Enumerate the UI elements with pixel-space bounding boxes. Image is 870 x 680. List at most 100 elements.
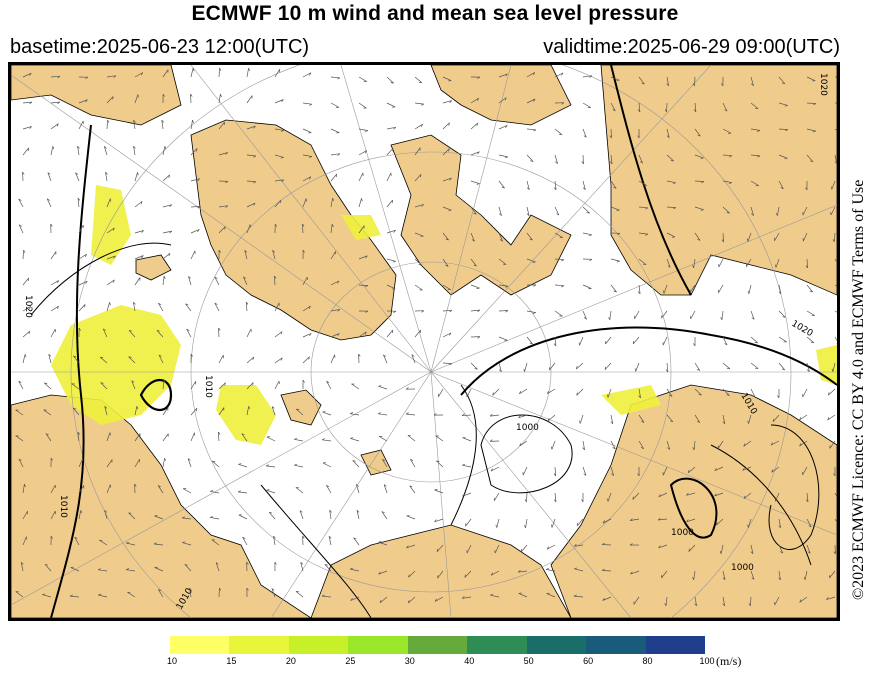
wind-arrow-head xyxy=(209,516,214,518)
wind-arrow-head xyxy=(245,301,249,305)
wind-arrow-head xyxy=(48,354,52,357)
wind-arrow xyxy=(462,492,472,497)
wind-arrow-head xyxy=(421,204,424,207)
wind-arrow xyxy=(358,225,365,234)
wind-arrow-head xyxy=(607,394,609,398)
wind-arrow xyxy=(71,383,80,390)
wind-arrow xyxy=(326,381,332,390)
wind-arrow-head xyxy=(532,261,536,263)
wind-arrow xyxy=(50,305,59,312)
wind-arrow-head xyxy=(477,76,481,79)
wind-arrow xyxy=(635,362,640,372)
land-layer xyxy=(11,65,837,618)
wind-arrow-head xyxy=(73,407,77,410)
wind-arrow-head xyxy=(490,593,494,596)
wind-arrow xyxy=(190,148,198,156)
wind-arrow xyxy=(582,154,584,165)
wind-arrow-head xyxy=(215,562,219,565)
wind-arrow xyxy=(547,414,556,422)
wind-arrow xyxy=(694,206,704,211)
wind-arrow-head xyxy=(153,542,157,545)
wind-arrow-head xyxy=(56,280,60,284)
wind-arrow-head xyxy=(104,406,108,409)
wind-arrow-head xyxy=(100,382,104,384)
wind-arrow xyxy=(78,253,87,260)
wind-arrow-head xyxy=(576,392,578,396)
wind-arrow xyxy=(470,206,477,215)
wind-arrow-head xyxy=(243,276,247,279)
wind-arrow-head xyxy=(834,161,837,165)
wind-arrow xyxy=(778,310,786,318)
map-frame[interactable]: 1020 1010 1000 1010 1020 1020 1000 1010 … xyxy=(8,62,840,621)
wind-arrow xyxy=(774,596,780,606)
wind-arrow-head xyxy=(196,408,198,412)
wind-arrow xyxy=(434,489,444,494)
wind-arrow xyxy=(22,249,24,260)
wind-arrow-head xyxy=(20,561,24,565)
wind-arrow xyxy=(154,543,164,546)
wind-arrow-head xyxy=(128,356,132,358)
wind-arrow-head xyxy=(553,473,556,477)
wind-arrow xyxy=(462,437,472,442)
wind-arrow-head xyxy=(520,548,523,552)
wind-arrow xyxy=(582,466,587,476)
legend-color-cell xyxy=(170,636,230,654)
wind-arrow xyxy=(442,232,449,241)
wind-arrow xyxy=(435,435,444,442)
wind-arrow-head xyxy=(214,302,218,305)
wind-arrow-head xyxy=(673,207,677,210)
wind-arrow xyxy=(526,492,528,503)
wind-arrow-head xyxy=(197,229,200,233)
wind-arrow-head xyxy=(799,443,802,447)
wind-arrow xyxy=(295,591,304,598)
wind-arrow xyxy=(750,596,752,607)
wind-arrow-head xyxy=(324,564,328,566)
wind-arrow xyxy=(437,570,444,579)
wind-arrow xyxy=(750,336,759,344)
wind-arrow-head xyxy=(378,385,382,387)
legend-tick-label: 50 xyxy=(523,656,534,666)
wind-arrow xyxy=(246,95,253,104)
wind-arrow-head xyxy=(220,93,222,98)
wind-arrow xyxy=(128,512,136,520)
map-canvas[interactable]: 1020 1010 1000 1010 1020 1020 1000 1010 … xyxy=(11,65,837,618)
wind-arrow xyxy=(470,362,478,370)
wind-arrow-head xyxy=(728,182,733,185)
wind-arrow xyxy=(806,76,816,82)
wind-arrow-head xyxy=(85,281,88,284)
wind-arrow-head xyxy=(784,157,788,160)
wind-arrow xyxy=(246,328,252,338)
wind-arrow xyxy=(378,541,388,546)
wind-arrow-head xyxy=(561,259,565,262)
wind-arrow-head xyxy=(828,392,830,396)
wind-arrow xyxy=(246,154,256,157)
wind-arrow xyxy=(658,492,668,498)
legend-unit: (m/s) xyxy=(716,654,742,668)
wind-arrow xyxy=(748,284,752,294)
wind-arrow-head xyxy=(214,276,218,279)
wind-arrow xyxy=(582,180,586,190)
wind-arrow xyxy=(689,284,696,293)
wind-arrow-head xyxy=(274,561,277,565)
wind-arrow-head xyxy=(750,551,754,555)
wind-arrow xyxy=(576,518,584,527)
wind-arrow-head xyxy=(28,330,31,335)
wind-arrow-head xyxy=(353,537,357,540)
wind-arrow xyxy=(330,333,340,338)
wind-arrow xyxy=(158,354,164,364)
wind-arrow-head xyxy=(719,550,722,554)
graticule xyxy=(11,65,837,618)
wind-arrow xyxy=(520,544,528,553)
contour-label: 1000 xyxy=(516,423,539,433)
wind-arrow-head xyxy=(57,101,61,105)
wind-arrow-head xyxy=(44,563,49,566)
wind-arrow-head xyxy=(553,499,557,503)
wind-arrow xyxy=(694,102,697,113)
wind-arrow-head xyxy=(616,79,620,82)
wind-arrow-head xyxy=(248,406,251,410)
wind-arrow-head xyxy=(50,223,53,227)
wind-arrow-head xyxy=(799,417,802,421)
wind-arrow xyxy=(75,172,80,182)
wind-arrow-head xyxy=(238,463,242,465)
wind-arrow xyxy=(694,76,696,87)
